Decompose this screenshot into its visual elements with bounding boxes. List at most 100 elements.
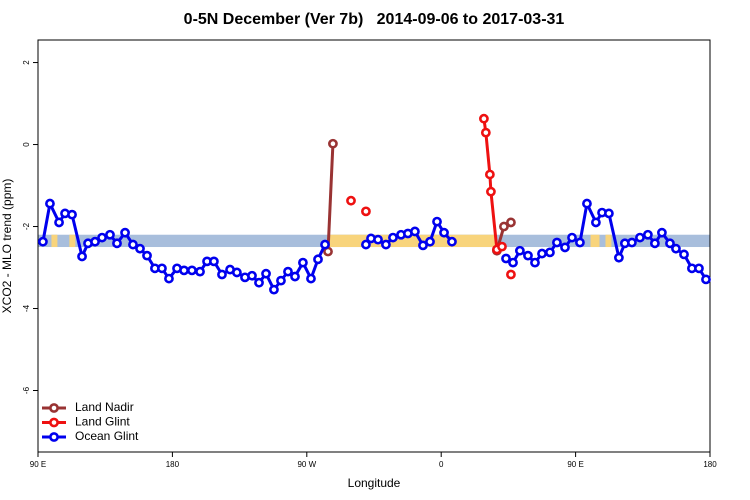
point bbox=[501, 253, 511, 264]
point bbox=[105, 229, 115, 240]
point bbox=[447, 236, 457, 247]
point bbox=[290, 271, 300, 282]
point bbox=[410, 226, 420, 237]
point bbox=[179, 265, 189, 276]
band-segment bbox=[329, 234, 495, 248]
point bbox=[432, 216, 442, 227]
point bbox=[552, 237, 562, 248]
point bbox=[164, 273, 174, 284]
point bbox=[537, 248, 547, 259]
chart-title: 0-5N December (Ver 7b) 2014-09-06 to 201… bbox=[184, 11, 565, 28]
point bbox=[614, 252, 624, 263]
x-tick-label: 180 bbox=[703, 460, 717, 469]
point bbox=[254, 277, 264, 288]
band-segment bbox=[51, 234, 58, 248]
point bbox=[77, 251, 87, 262]
point bbox=[679, 249, 689, 260]
y-tick-label: -4 bbox=[22, 304, 31, 312]
point bbox=[418, 240, 428, 251]
point bbox=[346, 195, 356, 206]
x-tick-label: 180 bbox=[166, 460, 180, 469]
point bbox=[497, 241, 507, 252]
legend-marker bbox=[49, 432, 59, 442]
point bbox=[649, 238, 660, 249]
point bbox=[283, 266, 293, 277]
legend-marker bbox=[49, 403, 59, 413]
point bbox=[530, 257, 540, 268]
point bbox=[313, 254, 323, 265]
point bbox=[523, 250, 533, 261]
point bbox=[38, 236, 48, 247]
point bbox=[269, 284, 279, 295]
band-segment bbox=[590, 234, 600, 248]
point bbox=[97, 232, 107, 243]
point bbox=[514, 245, 525, 256]
point bbox=[373, 234, 383, 245]
point bbox=[320, 239, 330, 250]
point bbox=[635, 232, 645, 243]
point bbox=[112, 238, 122, 249]
point bbox=[381, 239, 391, 250]
point bbox=[694, 263, 704, 274]
point bbox=[701, 274, 711, 285]
point bbox=[604, 208, 614, 219]
point bbox=[298, 257, 308, 268]
point bbox=[135, 243, 145, 254]
legend-label: Land Glint bbox=[75, 415, 130, 429]
x-tick-label: 0 bbox=[439, 460, 444, 469]
point bbox=[276, 275, 286, 286]
point bbox=[157, 263, 167, 274]
point bbox=[328, 138, 338, 149]
point bbox=[90, 236, 100, 247]
point bbox=[361, 206, 371, 217]
point bbox=[195, 266, 205, 277]
point bbox=[567, 232, 577, 243]
point bbox=[508, 257, 518, 268]
y-tick-label: -2 bbox=[22, 222, 31, 230]
point bbox=[591, 217, 601, 228]
point bbox=[361, 239, 371, 250]
y-tick-label: 0 bbox=[22, 142, 31, 147]
point bbox=[665, 238, 675, 249]
point bbox=[626, 237, 637, 248]
point bbox=[67, 209, 77, 220]
point bbox=[388, 232, 398, 243]
band-segment bbox=[605, 234, 612, 248]
x-tick-label: 90 E bbox=[567, 460, 583, 469]
point bbox=[575, 237, 585, 248]
point bbox=[142, 250, 152, 261]
legend-label: Ocean Glint bbox=[75, 429, 139, 443]
point bbox=[657, 227, 667, 238]
point bbox=[484, 169, 495, 180]
x-tick-label: 90 E bbox=[30, 460, 46, 469]
point bbox=[45, 198, 55, 209]
band-segment bbox=[69, 234, 76, 248]
point bbox=[247, 270, 257, 281]
y-axis-label: XCO2 - MLO trend (ppm) bbox=[0, 179, 14, 314]
point bbox=[582, 198, 592, 209]
y-tick-label: -6 bbox=[22, 386, 31, 394]
point bbox=[425, 236, 435, 247]
plot-frame bbox=[37, 39, 711, 453]
point bbox=[506, 269, 516, 280]
point bbox=[209, 256, 219, 267]
point bbox=[232, 267, 242, 278]
point bbox=[499, 221, 509, 232]
point bbox=[306, 273, 316, 284]
point bbox=[120, 227, 130, 238]
point bbox=[261, 268, 271, 279]
point bbox=[642, 229, 653, 240]
point bbox=[439, 227, 449, 238]
point bbox=[54, 217, 64, 228]
legend-marker bbox=[49, 417, 59, 428]
point bbox=[486, 186, 496, 197]
point bbox=[671, 243, 681, 254]
point bbox=[217, 269, 227, 280]
point bbox=[187, 265, 197, 276]
point bbox=[480, 127, 491, 138]
y-tick-label: 2 bbox=[22, 60, 31, 65]
x-axis-label: Longitude bbox=[348, 476, 401, 490]
point bbox=[128, 239, 138, 250]
point bbox=[506, 217, 516, 228]
